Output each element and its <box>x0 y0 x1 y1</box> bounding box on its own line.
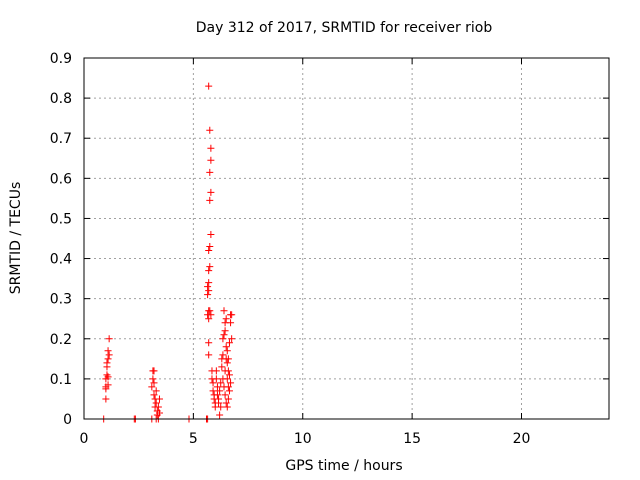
data-point <box>206 126 214 134</box>
data-point <box>105 351 113 359</box>
data-point <box>205 351 213 359</box>
data-point <box>205 82 213 90</box>
y-tick-label: 0.3 <box>50 292 72 308</box>
data-point <box>105 335 113 343</box>
data-point <box>150 391 158 399</box>
data-point <box>209 379 217 387</box>
y-tick-label: 0.1 <box>50 372 72 388</box>
data-point <box>222 315 230 323</box>
y-axis-label: SRMTID / TECUs <box>8 182 24 295</box>
data-point <box>207 230 215 238</box>
axis-ticks: 0 0.1 0.2 0.3 0.4 0.5 0.6 0.7 0.8 0.9 0 5 10 15 20 <box>50 51 609 447</box>
data-point <box>206 196 214 204</box>
data-point <box>218 363 226 371</box>
x-tick-label: 5 <box>189 431 198 447</box>
data-point <box>220 331 228 339</box>
x-axis-label: GPS time / hours <box>285 458 402 474</box>
data-point <box>221 327 229 335</box>
data-point <box>223 359 231 367</box>
data-point <box>206 307 214 315</box>
data-point <box>228 335 236 343</box>
data-point <box>223 403 231 411</box>
data-point <box>213 383 221 391</box>
data-point <box>220 307 228 315</box>
data-point <box>207 144 215 152</box>
data-point <box>102 395 110 403</box>
data-point <box>149 375 157 383</box>
data-point <box>104 347 112 355</box>
data-point <box>217 403 225 411</box>
x-tick-label: 10 <box>294 431 312 447</box>
data-point <box>223 375 231 383</box>
data-point <box>205 247 213 255</box>
data-point <box>207 188 215 196</box>
data-point <box>204 291 212 299</box>
data-point <box>221 367 229 375</box>
y-tick-label: 0.2 <box>50 332 72 348</box>
y-tick-label: 0.8 <box>50 91 72 107</box>
data-point <box>103 363 111 371</box>
grid <box>84 58 609 419</box>
data-point <box>227 319 235 327</box>
data-point <box>207 156 215 164</box>
data-point <box>104 355 112 363</box>
data-points <box>100 82 236 423</box>
data-point <box>224 395 232 403</box>
y-tick-label: 0.5 <box>50 211 72 227</box>
data-point <box>148 383 156 391</box>
data-point <box>219 351 227 359</box>
chart-title: Day 312 of 2017, SRMTID for receiver rio… <box>196 20 493 36</box>
data-point <box>152 399 160 407</box>
data-point <box>227 379 235 387</box>
plot-frame <box>83 57 610 420</box>
data-point <box>216 387 224 395</box>
data-point <box>209 387 217 395</box>
x-tick-label: 20 <box>513 431 531 447</box>
data-point <box>225 387 233 395</box>
data-point <box>216 411 224 419</box>
y-tick-label: 0.6 <box>50 171 72 187</box>
data-point <box>205 287 213 295</box>
x-tick-label: 15 <box>403 431 421 447</box>
data-point <box>206 243 214 251</box>
data-point <box>155 409 163 417</box>
data-point <box>206 168 214 176</box>
data-point <box>225 371 233 379</box>
y-tick-label: 0.9 <box>50 51 72 67</box>
data-point <box>223 347 231 355</box>
data-point <box>104 381 112 389</box>
data-point <box>204 283 212 291</box>
data-point <box>222 355 230 363</box>
data-point <box>205 315 213 323</box>
data-point <box>207 311 215 319</box>
data-point <box>222 343 230 351</box>
y-tick-label: 0.4 <box>50 252 72 268</box>
data-point <box>212 367 220 375</box>
data-point <box>205 279 213 287</box>
data-point <box>225 339 233 347</box>
data-point <box>213 391 221 399</box>
data-point <box>215 399 223 407</box>
data-point <box>150 379 158 387</box>
data-point <box>152 387 160 395</box>
data-point <box>222 399 230 407</box>
y-tick-label: 0.7 <box>50 131 72 147</box>
data-point <box>219 335 227 343</box>
data-point <box>212 375 220 383</box>
data-point <box>154 403 162 411</box>
y-tick-label: 0 <box>63 412 72 428</box>
data-point <box>102 385 110 393</box>
data-point <box>217 379 225 387</box>
data-point <box>206 263 214 271</box>
data-point <box>150 367 158 375</box>
data-point <box>228 311 236 319</box>
data-point <box>155 395 163 403</box>
data-point <box>221 391 229 399</box>
data-point <box>224 383 232 391</box>
x-tick-label: 0 <box>80 431 89 447</box>
data-point <box>205 339 213 347</box>
data-point <box>205 267 213 275</box>
data-point <box>104 373 112 381</box>
